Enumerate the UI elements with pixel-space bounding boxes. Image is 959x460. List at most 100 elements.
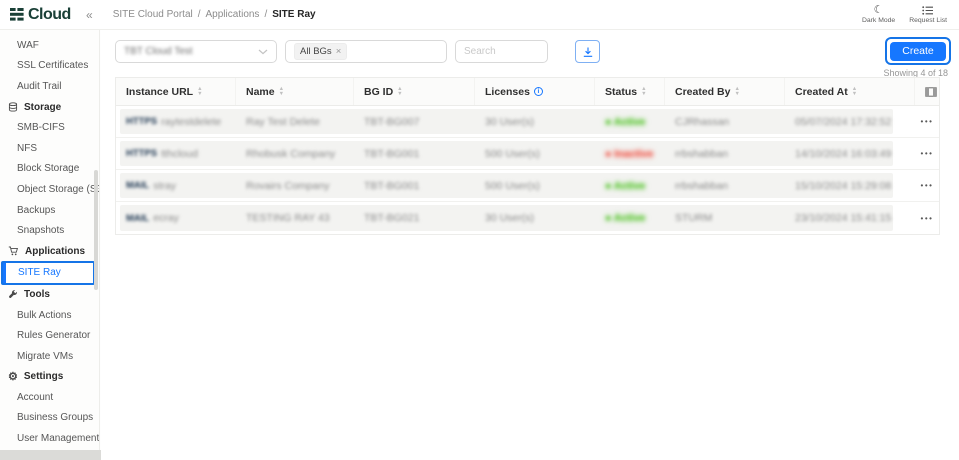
export-button[interactable] — [575, 40, 600, 63]
sidebar-item-block-storage[interactable]: Block Storage — [17, 163, 80, 175]
col-name[interactable]: Name — [236, 78, 354, 105]
remove-tag-icon[interactable]: × — [335, 46, 342, 57]
sidebar-section-label: Tools — [24, 288, 50, 300]
status-badge: ● Active — [605, 115, 646, 128]
sort-icon — [641, 87, 646, 96]
created-at: 14/10/2024 16:03:49 — [795, 147, 892, 160]
instance-url: ecray — [153, 212, 179, 224]
bg-id: TBT-BG001 — [364, 179, 420, 192]
sidebar-item-site-ray[interactable]: SITE Ray — [3, 262, 93, 284]
licenses: 500 User(s) — [485, 179, 540, 192]
instance-url: tthcloud — [161, 147, 198, 160]
instance-url: stray — [153, 179, 176, 192]
created-by: STURM — [675, 212, 713, 224]
sidebar-scrollbar[interactable] — [94, 170, 98, 290]
instance-url: raytestdelete — [161, 115, 222, 128]
created-at: 23/10/2024 15:41:15 — [795, 212, 892, 224]
table-row[interactable]: Mail ecray TESTING RAY 43 TBT-BG021 30 Us… — [116, 202, 939, 234]
sidebar-item-user-management[interactable]: User Management — [17, 433, 100, 445]
col-label: Name — [246, 85, 275, 98]
instance-protocol: HTTPS — [126, 116, 158, 127]
sidebar-item-business-groups[interactable]: Business Groups — [17, 412, 94, 424]
sidebar-item-object-storage-s3[interactable]: Object Storage (S3) — [17, 183, 100, 195]
redaction-band — [120, 141, 893, 166]
created-by: rrbshabban — [675, 147, 729, 160]
breadcrumb-item[interactable]: Applications — [205, 9, 260, 20]
sidebar-section-label: Storage — [24, 101, 62, 113]
bg-id: TBT-BG021 — [364, 212, 420, 224]
dark-mode-button[interactable]: ☾ Dark Mode — [861, 5, 896, 25]
main-content: TBT Cloud Test All BGs × Create Showing … — [101, 30, 959, 460]
table-row[interactable]: HTTPS tthcloud Rhobusk Company TBT-BG001 … — [116, 138, 939, 170]
logo-text: Cloud — [28, 5, 71, 23]
status-badge: ● Active — [605, 212, 646, 224]
sidebar-item-nfs[interactable]: NFS — [17, 142, 37, 154]
row-actions-button[interactable]: ••• — [920, 181, 934, 190]
table-row[interactable]: HTTPS raytestdelete Ray Test Delete TBT-B… — [116, 106, 939, 138]
chevron-down-icon — [258, 49, 268, 54]
sidebar-item-ssl-certificates[interactable]: SSL Certificates — [17, 60, 89, 72]
col-created-at[interactable]: Created At — [785, 78, 915, 105]
col-licenses[interactable]: Licenses i — [475, 78, 595, 105]
logo: Cloud — [0, 6, 86, 24]
col-label: Created At — [795, 85, 848, 98]
sort-icon — [279, 87, 284, 96]
sort-icon — [397, 87, 402, 96]
dark-mode-label: Dark Mode — [861, 17, 896, 24]
sidebar-item-audit-trail[interactable]: Audit Trail — [17, 80, 62, 92]
col-instance-url[interactable]: Instance URL — [116, 78, 236, 105]
sidebar-section-label: Settings — [23, 371, 64, 383]
sidebar-item-bulk-actions[interactable]: Bulk Actions — [17, 309, 72, 321]
instance-name: Rovairs Company — [246, 179, 330, 192]
gear-icon: ⚙ — [8, 370, 18, 383]
sidebar-item-rules-generator[interactable]: Rules Generator — [17, 330, 91, 342]
row-actions-button[interactable]: ••• — [920, 117, 934, 126]
instances-table: Instance URL Name BG ID Licenses i Statu… — [115, 77, 940, 235]
redaction-band — [120, 205, 893, 231]
sidebar-item-waf[interactable]: WAF — [17, 39, 39, 51]
sidebar-item-account[interactable]: Account — [17, 391, 54, 403]
col-created-by[interactable]: Created By — [665, 78, 785, 105]
request-list-button[interactable]: Request List — [909, 5, 947, 24]
sidebar-item-migrate-vms[interactable]: Migrate VMs — [17, 350, 74, 362]
created-at: 15/10/2024 15:29:08 — [795, 179, 892, 192]
cloud-select-value: TBT Cloud Test — [124, 46, 193, 57]
request-list-icon — [922, 6, 934, 15]
sidebar-section-tools[interactable]: Tools — [0, 284, 99, 305]
top-header: Cloud « SITE Cloud Portal / Applications… — [0, 0, 959, 30]
info-icon[interactable]: i — [533, 87, 543, 96]
instance-protocol: Mail — [126, 180, 150, 191]
table-row[interactable]: Mail stray Rovairs Company TBT-BG001 500 … — [116, 170, 939, 202]
bg-filter-tag-label: All BGs — [300, 46, 332, 57]
bg-filter-select[interactable]: All BGs × — [285, 40, 447, 63]
sidebar-collapse-button[interactable]: « — [86, 7, 93, 22]
licenses: 30 User(s) — [485, 212, 535, 224]
row-actions-button[interactable]: ••• — [920, 149, 934, 158]
sidebar-bottom-strip — [0, 450, 101, 460]
bg-id: TBT-BG001 — [364, 147, 420, 160]
sidebar-section-applications[interactable]: Applications — [0, 241, 99, 262]
create-annotation-box: Create — [885, 37, 951, 65]
sidebar-item-snapshots[interactable]: Snapshots — [17, 225, 65, 237]
created-at: 05/07/2024 17:32:52 — [795, 115, 892, 128]
created-by: CJRhassan — [675, 115, 730, 128]
sort-icon — [197, 87, 202, 96]
col-status[interactable]: Status — [595, 78, 665, 105]
sidebar-item-backups[interactable]: Backups — [17, 204, 56, 216]
sidebar-item-smb-cifs[interactable]: SMB-CIFS — [17, 122, 65, 134]
download-icon — [583, 47, 592, 57]
instance-name: Ray Test Delete — [246, 115, 320, 128]
breadcrumb-item[interactable]: SITE Cloud Portal — [112, 9, 193, 20]
row-actions-button[interactable]: ••• — [920, 213, 934, 223]
sidebar-section-storage[interactable]: Storage — [0, 97, 99, 118]
col-bg-id[interactable]: BG ID — [354, 78, 475, 105]
status-badge: ● Active — [605, 179, 646, 192]
sidebar-section-settings[interactable]: ⚙ Settings — [0, 367, 99, 388]
col-label: Instance URL — [126, 85, 194, 98]
search-input[interactable] — [455, 40, 548, 63]
col-label: Status — [605, 85, 638, 98]
create-button[interactable]: Create — [890, 41, 946, 61]
header-actions: ☾ Dark Mode Request List — [861, 5, 947, 25]
cloud-select[interactable]: TBT Cloud Test — [115, 40, 277, 63]
column-settings-button[interactable] — [915, 78, 947, 105]
